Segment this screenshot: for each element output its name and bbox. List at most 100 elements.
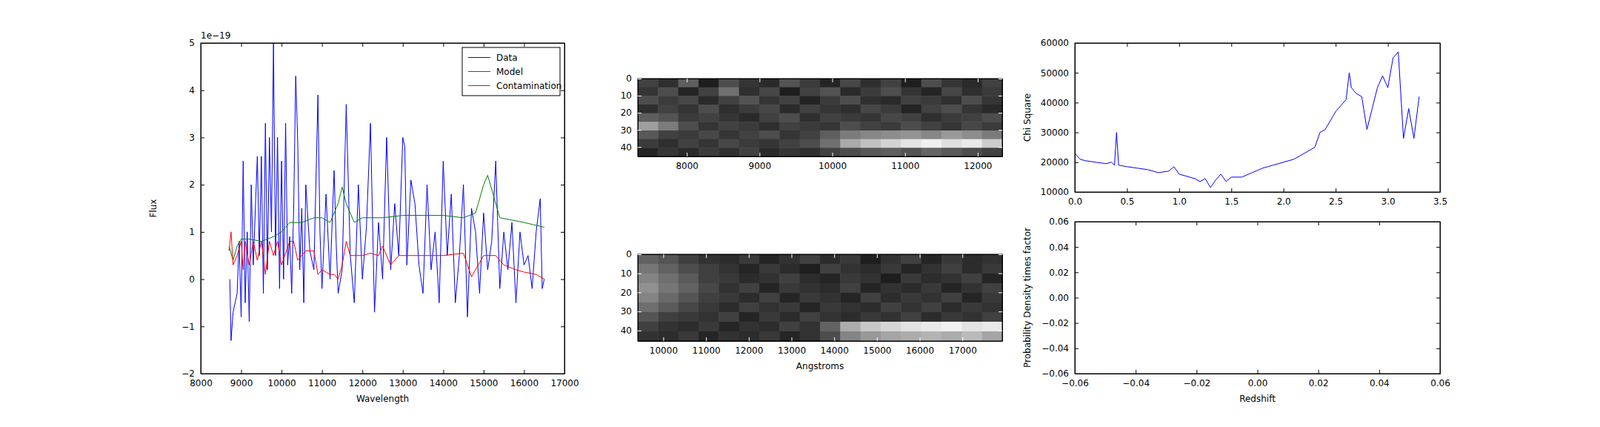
heatmap-cell: [941, 139, 963, 149]
tick-mark: [362, 369, 363, 374]
heatmap-cell: [718, 282, 740, 294]
tick-label: 17000: [948, 345, 978, 356]
heatmap-cell: [800, 263, 821, 275]
heatmap-cell: [840, 87, 861, 97]
tick-label: 10000: [818, 160, 847, 172]
heatmap-cell: [840, 254, 861, 265]
heatmap-cell: [739, 273, 760, 284]
tick: [362, 42, 363, 47]
heatmap-cell: [759, 254, 780, 265]
tick-mark: [791, 337, 792, 341]
tick-label: 13000: [777, 345, 806, 356]
tick-mark: [637, 330, 642, 332]
heatmap-cell: [637, 147, 659, 157]
heatmap-cell: [961, 87, 983, 97]
heatmap-cell: [941, 95, 963, 105]
heatmap-cell: [637, 87, 659, 97]
heatmap-cell: [921, 311, 943, 323]
tick-mark: [998, 254, 1003, 255]
tick-label: −1: [181, 321, 195, 332]
tick: [402, 42, 404, 47]
tick-label: 0.00: [1048, 292, 1069, 303]
tick-mark: [1179, 42, 1180, 47]
heatmap-cell: [982, 104, 1003, 114]
heatmap-cell: [759, 302, 780, 313]
tick-label: 11000: [891, 160, 920, 172]
heatmap-cell: [961, 147, 983, 157]
heatmap-cell: [759, 121, 780, 131]
tick: 20: [620, 107, 642, 118]
tick: 10: [620, 90, 642, 101]
heatmap-cell: [698, 121, 720, 131]
tick: 11000: [692, 337, 721, 356]
tick-label: −0.02: [1041, 317, 1069, 329]
x-axis-title: Redshift: [1239, 393, 1276, 404]
tick-mark: [791, 254, 792, 258]
tick: [998, 146, 1003, 148]
heatmap-cell: [860, 254, 882, 265]
tick-mark: [1436, 322, 1440, 324]
tick-label: 30: [620, 305, 632, 317]
axis: [1075, 42, 1441, 47]
heatmap-cell: [961, 292, 983, 303]
tick-mark: [686, 78, 688, 83]
tick-label: 40: [620, 142, 632, 153]
tick-label: 10000: [1040, 186, 1069, 198]
heatmap-cell: [739, 113, 760, 123]
heatmap-cell: [880, 302, 902, 313]
tick-mark: [905, 152, 906, 157]
heatmap-cell: [820, 282, 841, 294]
tick: [1436, 322, 1440, 324]
tick-mark: [1283, 188, 1285, 192]
heatmap-cell: [961, 78, 983, 88]
y-axis-title: Chi Square: [1022, 93, 1033, 142]
tick-label: 1.0: [1172, 196, 1187, 207]
heatmap-cell: [921, 282, 943, 294]
tick-mark: [560, 325, 565, 327]
tick-mark: [1074, 373, 1079, 375]
heatmap-cell: [860, 147, 882, 157]
tick-mark: [1074, 162, 1079, 163]
tick: [686, 78, 688, 83]
tick: 0.02: [1048, 267, 1079, 278]
tick: [998, 78, 1003, 80]
heatmap-cell: [800, 292, 821, 303]
tick-mark: [905, 78, 906, 83]
heatmap-cell: [759, 282, 780, 294]
tick-mark: [832, 152, 834, 157]
tick-label: 12000: [348, 377, 378, 389]
tick: [1436, 132, 1440, 134]
heatmap-cell: [678, 302, 700, 313]
heatmap-cell: [637, 302, 659, 313]
axis: [1436, 222, 1441, 375]
tick: [1436, 72, 1440, 74]
heatmap-cell: [800, 95, 821, 105]
tick-label: 40: [620, 325, 632, 336]
tick-mark: [1379, 221, 1380, 226]
tick-mark: [1388, 42, 1389, 47]
heatmap-cell: [698, 273, 720, 284]
heatmap-cell: [800, 311, 821, 323]
heatmap-cell: [718, 331, 740, 341]
legend-label: Data: [496, 52, 518, 63]
tick-mark: [637, 129, 642, 131]
heatmap-cell: [820, 130, 841, 140]
axis-line: [638, 340, 1003, 342]
tick: [1436, 42, 1440, 44]
tick-label: 10000: [268, 377, 297, 389]
panel: −0.06−0.04−0.020.000.020.040.06−0.06−0.0…: [1022, 216, 1451, 404]
axis-line: [201, 373, 566, 375]
heatmap-cell: [657, 87, 679, 97]
tick-label: 0.02: [1048, 267, 1069, 278]
tick-mark: [748, 254, 750, 258]
tick-label: 14000: [429, 377, 458, 389]
tick-mark: [998, 129, 1003, 131]
tick: 40: [620, 142, 642, 153]
tick: [1436, 246, 1440, 248]
tick-mark: [1126, 42, 1128, 47]
tick-mark: [1074, 246, 1079, 248]
heatmap-cell: [921, 87, 943, 97]
tick: 30000: [1040, 127, 1079, 138]
tick-label: 0.0: [1068, 196, 1083, 207]
tick-mark: [322, 369, 323, 374]
